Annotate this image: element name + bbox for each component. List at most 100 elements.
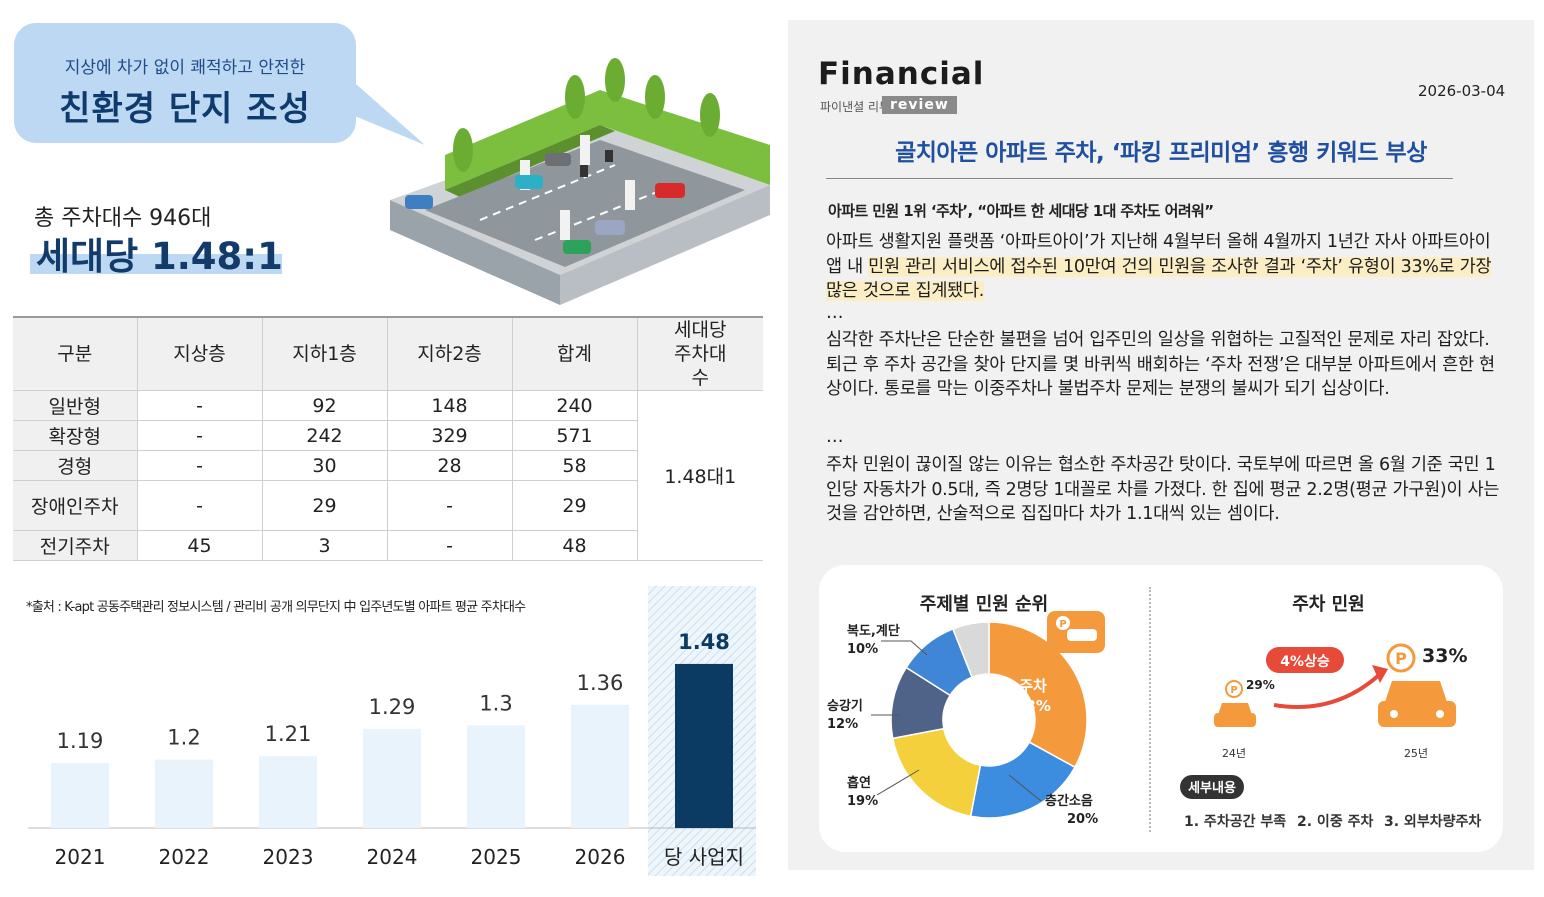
large-car-icon: P bbox=[1378, 643, 1456, 727]
bar-value-label: 1.21 bbox=[265, 722, 312, 746]
row-total: 58 bbox=[512, 450, 638, 481]
row-total: 48 bbox=[512, 530, 638, 561]
bar-value-label: 1.36 bbox=[577, 671, 624, 695]
parking-complaint-panel: P 29% 24년 4%상승 P 33% 25년 bbox=[1180, 643, 1481, 830]
paragraph-1-highlight: 민원 관리 서비스에 접수된 10만여 건의 민원을 조사한 결과 ‘주차’ 유… bbox=[826, 256, 1492, 302]
pct-noise: 20% bbox=[1067, 812, 1098, 827]
row-b2: - bbox=[387, 480, 513, 531]
bubble-title: 친환경 단지 조성 bbox=[59, 89, 311, 129]
x-tick-label: 2022 bbox=[159, 845, 210, 869]
table-row: 경형 - 30 28 58 bbox=[13, 450, 763, 481]
prev-percent: 29% bbox=[1246, 678, 1275, 692]
detail-item-1: 1. 주차공간 부족 bbox=[1184, 813, 1286, 830]
financial-logo: Financial bbox=[818, 56, 984, 92]
header-per-household: 세대당 주차대수 bbox=[637, 316, 763, 391]
article-subhead: 아파트 민원 1위 ‘주차’, “아파트 한 세대당 1대 주차도 어려워” bbox=[828, 202, 1214, 220]
row-ground: - bbox=[137, 390, 263, 421]
headline-divider bbox=[826, 178, 1453, 179]
label-hallway: 복도,계단 bbox=[847, 623, 900, 639]
row-ground: - bbox=[137, 420, 263, 451]
x-tick-label: 2025 bbox=[471, 845, 522, 869]
header-b1: 지하1층 bbox=[262, 316, 388, 391]
donut-slice-흡연 bbox=[891, 727, 982, 818]
bar-2026 bbox=[571, 704, 629, 828]
label-elevator: 승강기 bbox=[827, 698, 863, 714]
bar-value-label: 1.3 bbox=[479, 691, 512, 715]
arrow-head-icon bbox=[1372, 665, 1388, 683]
article-headline: 골치아픈 아파트 주차, ‘파킹 프리미엄’ 흥행 키워드 부상 bbox=[895, 140, 1427, 166]
row-b1: 30 bbox=[262, 450, 388, 481]
bar-2024 bbox=[363, 728, 421, 828]
row-b2: 28 bbox=[387, 450, 513, 481]
header-ground: 지상층 bbox=[137, 316, 263, 391]
small-car-icon: P bbox=[1214, 680, 1256, 727]
per-household-value: 1.48대1 bbox=[637, 390, 763, 561]
svg-text:P: P bbox=[1395, 649, 1407, 668]
row-ground: - bbox=[137, 480, 263, 531]
rise-badge bbox=[1266, 647, 1344, 673]
row-total: 240 bbox=[512, 390, 638, 421]
rise-label: 4%상승 bbox=[1280, 654, 1330, 670]
article-date: 2026-03-04 bbox=[1418, 82, 1506, 100]
row-type: 전기주차 bbox=[13, 530, 138, 561]
donut-slice-주차 bbox=[988, 621, 1088, 769]
row-ground: 45 bbox=[137, 530, 263, 561]
label-noise: 층간소음 bbox=[1045, 793, 1093, 809]
row-b1: 29 bbox=[262, 480, 388, 531]
paragraph-2: 심각한 주차난은 단순한 불편을 넘어 입주민의 일상을 위협하는 고질적인 문… bbox=[826, 330, 1495, 400]
detail-badge-label: 세부내용 bbox=[1188, 780, 1236, 796]
table-row: 전기주차 45 3 - 48 bbox=[13, 530, 763, 561]
row-b1: 242 bbox=[262, 420, 388, 451]
complaint-infographic: 주제별 민원 순위 주차 민원 P 복도,계단 10% 승강기 12% 흡연 1… bbox=[819, 565, 1503, 852]
parking-table: 구분 지상층 지하1층 지하2층 합계 세대당 주차대수 일반형 - 92 14… bbox=[13, 316, 763, 561]
complaint-donut-chart: P 복도,계단 10% 승강기 12% 흡연 19% 층간소음 20% 주차 3… bbox=[827, 611, 1105, 827]
parking-garage-illustration bbox=[390, 58, 770, 305]
logo-text: Financial bbox=[818, 56, 985, 92]
complaint-title: 주차 민원 bbox=[1292, 594, 1365, 615]
bar-value-label: 1.19 bbox=[57, 729, 104, 753]
ellipsis: … bbox=[826, 427, 844, 447]
x-tick-label: 2023 bbox=[263, 845, 314, 869]
paragraph-3: 주차 민원이 끊이질 않는 이유는 협소한 주차공간 탓이다. 국토부에 따르면… bbox=[826, 455, 1500, 525]
prev-year: 24년 bbox=[1222, 747, 1246, 760]
pct-hallway: 10% bbox=[847, 642, 878, 657]
card-divider bbox=[1149, 587, 1151, 832]
row-type: 확장형 bbox=[13, 420, 138, 451]
pct-elevator: 12% bbox=[827, 717, 858, 732]
rise-arrow-icon bbox=[1273, 673, 1381, 709]
leader-line bbox=[1008, 774, 1042, 802]
header-total: 합계 bbox=[512, 316, 638, 391]
ratio-highlight bbox=[30, 254, 282, 274]
bar-value-label: 1.2 bbox=[167, 726, 200, 750]
svg-text:P: P bbox=[1230, 685, 1237, 696]
row-type: 장애인주차 bbox=[13, 480, 138, 531]
row-ground: - bbox=[137, 450, 263, 481]
label-smoking: 흡연 bbox=[847, 775, 871, 791]
row-type: 일반형 bbox=[13, 390, 138, 421]
label-parking: 주차 bbox=[1019, 677, 1047, 695]
row-b2: 329 bbox=[387, 420, 513, 451]
x-tick-label: 당 사업지 bbox=[664, 845, 744, 869]
header-b2: 지하2층 bbox=[387, 316, 513, 391]
row-b2: - bbox=[387, 530, 513, 561]
x-tick-label: 2024 bbox=[367, 845, 418, 869]
bubble-subtitle: 지상에 차가 없이 쾌적하고 안전한 bbox=[64, 58, 306, 78]
row-b2: 148 bbox=[387, 390, 513, 421]
x-tick-label: 2021 bbox=[55, 845, 106, 869]
source-note: *출처 : K-apt 공동주택관리 정보시스템 / 관리비 공개 의무단지 中… bbox=[26, 600, 526, 615]
bar-2022 bbox=[155, 759, 213, 828]
car-parking-icon: P bbox=[1047, 611, 1105, 653]
leader-line bbox=[876, 769, 920, 796]
parking-ratio-bar-chart: 1.19 2021 1.2 2022 1.21 2023 1.29 2024 1.3 2025 1.… bbox=[28, 586, 756, 876]
row-type: 경형 bbox=[13, 450, 138, 481]
detail-item-3: 3. 외부차량주차 bbox=[1384, 813, 1481, 830]
bar-value-label: 1.48 bbox=[678, 630, 730, 654]
bar-당 사업지 bbox=[675, 663, 733, 828]
ellipsis: … bbox=[826, 303, 844, 323]
detail-badge bbox=[1180, 775, 1244, 799]
donut-title: 주제별 민원 순위 bbox=[919, 594, 1049, 615]
row-b1: 3 bbox=[262, 530, 388, 561]
logo-review-badge: review bbox=[882, 96, 957, 114]
svg-text:P: P bbox=[1059, 619, 1066, 630]
table-row: 장애인주차 - 29 - 29 bbox=[13, 480, 763, 531]
